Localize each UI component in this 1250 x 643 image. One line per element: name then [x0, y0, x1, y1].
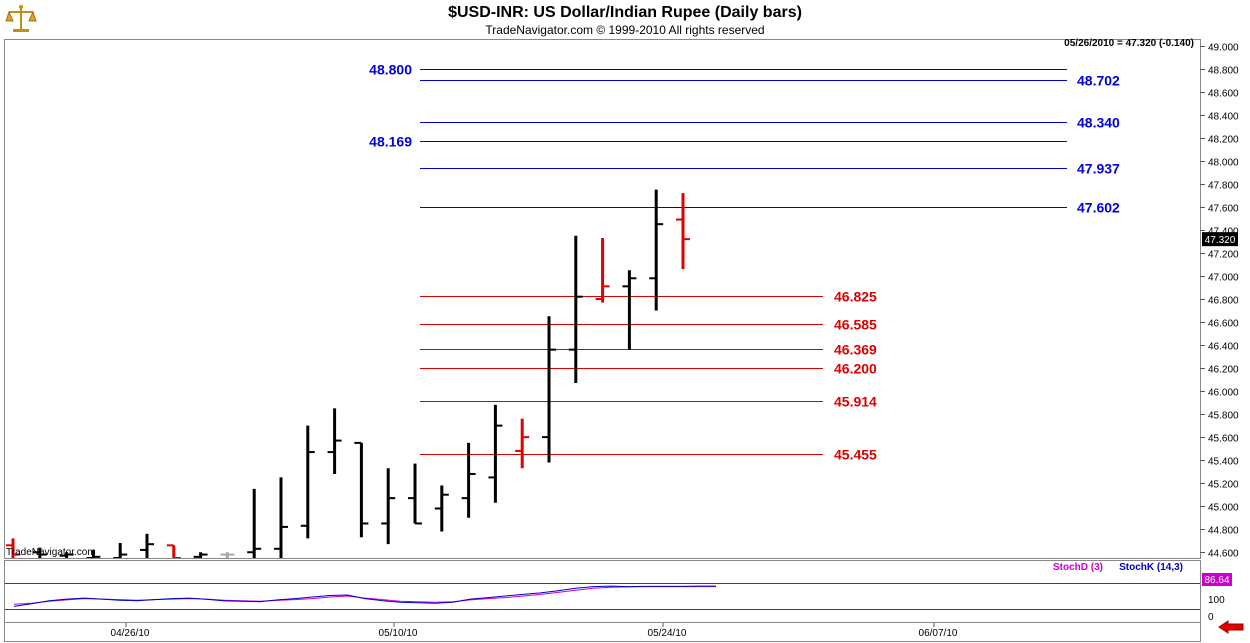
ohlc-bar: [327, 408, 342, 474]
ohlc-bar: [6, 538, 20, 558]
fib-level-label: 48.340: [1077, 115, 1120, 131]
fib-level-label: 47.937: [1077, 161, 1120, 177]
fib-level-label: 46.825: [834, 289, 877, 305]
y-tick-label: 45.000: [1208, 503, 1239, 514]
ohlc-bar: [488, 404, 503, 503]
chart-title: $USD-INR: US Dollar/Indian Rupee (Daily …: [448, 4, 802, 21]
ohlc-bar: [86, 549, 101, 558]
price-readout: 05/26/2010 = 47.320 (-0.140): [1064, 38, 1194, 49]
stoch-panel-frame: [4, 560, 1201, 623]
y-tick-label: 47.400: [1208, 227, 1239, 238]
scroll-left-arrow-icon[interactable]: [1218, 620, 1244, 639]
watermark: TradeNavigator.com: [6, 547, 96, 558]
y-tick-label: 46.000: [1208, 388, 1239, 399]
ohlc-bar: [434, 485, 449, 532]
y-tick-label: 46.800: [1208, 296, 1239, 307]
fib-level-label: 48.169: [369, 134, 412, 150]
ohlc-bar: [622, 270, 637, 350]
trade-navigator-logo: [4, 4, 38, 39]
stoch-legend-label: StochK (14,3): [1119, 562, 1183, 573]
ohlc-bar: [300, 425, 315, 539]
ohlc-bar: [595, 237, 610, 303]
y-tick-label: 46.400: [1208, 342, 1239, 353]
ohlc-bar: [220, 552, 235, 558]
y-tick-label: 45.200: [1208, 480, 1239, 491]
ohlc-bar: [408, 463, 422, 525]
fib-level-label: 46.369: [834, 342, 877, 358]
y-tick-label: 48.400: [1208, 112, 1239, 123]
stoch-line: [13, 586, 716, 605]
y-tick-label: 47.200: [1208, 250, 1239, 261]
scale-icon: [5, 5, 37, 32]
y-tick-label: 44.800: [1208, 526, 1239, 537]
last-price-box: [1202, 232, 1238, 247]
ohlc-bar: [461, 442, 476, 518]
ohlc-bar: [274, 477, 288, 558]
ohlc-bar: [515, 418, 530, 469]
stoch-value-box: [1202, 573, 1232, 586]
y-tick-label: 48.200: [1208, 135, 1239, 146]
y-tick-label: 46.200: [1208, 365, 1239, 376]
y-tick-label: 49.000: [1208, 43, 1239, 54]
fib-level-label: 45.455: [834, 447, 877, 463]
ohlc-bar: [676, 193, 690, 270]
y-tick-label: 47.800: [1208, 181, 1239, 192]
ohlc-bar: [649, 189, 664, 311]
stoch-line: [13, 585, 716, 607]
stoch-tick-label: 0: [1208, 612, 1214, 623]
y-tick-label: 45.600: [1208, 434, 1239, 445]
x-tick-label: 05/24/10: [648, 628, 687, 639]
fib-level-label: 46.200: [834, 361, 877, 377]
y-tick-label: 48.000: [1208, 158, 1239, 169]
y-tick-label: 45.400: [1208, 457, 1239, 468]
y-tick-label: 48.800: [1208, 66, 1239, 77]
fib-level-label: 48.800: [369, 62, 412, 78]
chart-subtitle: TradeNavigator.com © 1999-2010 All right…: [485, 23, 765, 37]
stoch-value-label: 86.64: [1204, 575, 1229, 586]
last-price-label: 47.320: [1205, 235, 1236, 246]
y-tick-label: 48.600: [1208, 89, 1239, 100]
fib-level-label: 45.914: [834, 394, 877, 410]
ohlc-bar: [568, 235, 583, 384]
ohlc-bar: [381, 468, 396, 545]
ohlc-bar: [193, 552, 208, 558]
ohlc-bar: [354, 441, 369, 538]
y-tick-label: 44.600: [1208, 549, 1239, 560]
ohlc-bar: [32, 547, 47, 558]
y-tick-label: 46.600: [1208, 319, 1239, 330]
y-tick-label: 47.000: [1208, 273, 1239, 284]
x-tick-label: 05/10/10: [379, 628, 418, 639]
ohlc-bar: [59, 552, 74, 558]
ohlc-bar: [113, 543, 128, 558]
ohlc-bar: [542, 316, 556, 463]
ohlc-bar: [247, 488, 262, 558]
x-axis-frame: [4, 622, 1201, 642]
fib-level-label: 46.585: [834, 317, 877, 333]
stoch-legend-label: StochD (3): [1053, 562, 1103, 573]
ohlc-bar: [166, 544, 181, 558]
ohlc-bar: [140, 533, 154, 558]
fib-level-label: 48.702: [1077, 73, 1120, 89]
x-tick-label: 06/07/10: [919, 628, 958, 639]
y-tick-label: 47.600: [1208, 204, 1239, 215]
x-tick-label: 04/26/10: [111, 628, 150, 639]
ohlc-bars: [6, 189, 690, 558]
y-tick-label: 45.800: [1208, 411, 1239, 422]
fib-level-label: 47.602: [1077, 200, 1120, 216]
stoch-tick-label: 100: [1208, 595, 1225, 606]
